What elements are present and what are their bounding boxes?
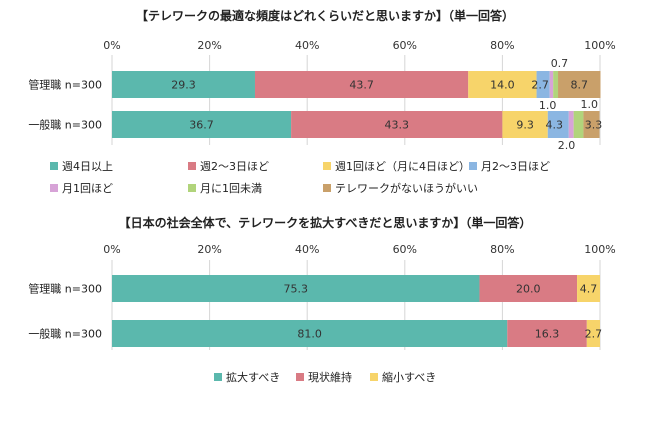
category-label: 一般職 n=300 bbox=[28, 119, 102, 132]
bar-segment bbox=[549, 71, 554, 98]
bar-segment bbox=[573, 111, 584, 138]
data-label: 3.3 bbox=[585, 119, 603, 132]
legend-swatch bbox=[296, 373, 304, 381]
bar-segment bbox=[479, 275, 578, 302]
x-tick-label: 80% bbox=[490, 243, 514, 256]
x-tick-label: 60% bbox=[393, 39, 417, 52]
x-tick-label: 80% bbox=[490, 39, 514, 52]
category-label: 一般職 n=300 bbox=[28, 328, 102, 341]
bar-segment bbox=[112, 320, 508, 347]
bar-segment bbox=[502, 111, 548, 138]
data-label: 16.3 bbox=[535, 328, 560, 341]
category-label: 管理職 n=300 bbox=[28, 282, 102, 296]
legend-label: 月1回ほど bbox=[62, 182, 113, 195]
data-label: 14.0 bbox=[490, 79, 515, 92]
legend-swatch bbox=[370, 373, 378, 381]
bar-segment bbox=[577, 275, 600, 302]
legend-swatch bbox=[214, 373, 222, 381]
bar-segment bbox=[553, 71, 559, 98]
data-label: 43.7 bbox=[349, 79, 374, 92]
bar-segment bbox=[507, 320, 587, 347]
data-label: 4.7 bbox=[580, 283, 598, 296]
legend-swatch bbox=[469, 162, 477, 170]
x-tick-label: 60% bbox=[393, 243, 417, 256]
bar-segment bbox=[112, 275, 480, 302]
legend-swatch bbox=[188, 184, 196, 192]
x-tick-label: 20% bbox=[197, 243, 221, 256]
legend-swatch bbox=[50, 184, 58, 192]
legend-label: 月に1回未満 bbox=[200, 182, 262, 195]
data-label: 36.7 bbox=[189, 119, 214, 132]
legend-label: 週2～3日ほど bbox=[200, 160, 269, 173]
legend-swatch bbox=[323, 162, 331, 170]
legend-label: 月2～3日ほど bbox=[481, 160, 550, 173]
data-label: 81.0 bbox=[297, 328, 322, 341]
legend-label: 週1回ほど（月に4日ほど） bbox=[335, 160, 470, 173]
data-label: 29.3 bbox=[171, 79, 196, 92]
data-label: 9.3 bbox=[516, 119, 534, 132]
data-label: 20.0 bbox=[516, 283, 541, 296]
x-tick-label: 40% bbox=[295, 39, 319, 52]
x-tick-label: 100% bbox=[584, 243, 615, 256]
data-label: 8.7 bbox=[571, 79, 589, 92]
chart-title: 【日本の社会全体で、テレワークを拡大すべきだと思いますか】（単一回答） bbox=[119, 215, 532, 230]
x-tick-label: 100% bbox=[584, 39, 615, 52]
x-tick-label: 0% bbox=[103, 39, 120, 52]
bar-segment bbox=[112, 111, 292, 138]
chart-title: 【テレワークの最適な頻度はどれくらいだと思いますか】（単一回答） bbox=[136, 8, 514, 23]
data-label: 43.3 bbox=[384, 119, 409, 132]
x-tick-label: 20% bbox=[197, 39, 221, 52]
data-label: 75.3 bbox=[283, 283, 308, 296]
data-label: 2.0 bbox=[558, 139, 576, 152]
bar-segment bbox=[468, 71, 537, 98]
bar-segment bbox=[112, 71, 255, 98]
bar-segment bbox=[558, 71, 601, 98]
data-label: 2.7 bbox=[585, 328, 603, 341]
data-label: 0.7 bbox=[551, 57, 569, 70]
legend-label: 拡大すべき bbox=[226, 370, 280, 384]
bar-segment bbox=[547, 111, 569, 138]
x-tick-label: 40% bbox=[295, 243, 319, 256]
data-label: 1.0 bbox=[539, 99, 557, 112]
data-label: 4.3 bbox=[546, 119, 564, 132]
legend-swatch bbox=[50, 162, 58, 170]
category-label: 管理職 n=300 bbox=[28, 78, 102, 92]
legend-label: 縮小すべき bbox=[382, 370, 436, 384]
bar-segment bbox=[586, 320, 600, 347]
legend-label: 週4日以上 bbox=[62, 160, 113, 173]
legend-swatch bbox=[323, 184, 331, 192]
bar-segment bbox=[291, 111, 503, 138]
legend-swatch bbox=[188, 162, 196, 170]
bar-segment bbox=[254, 71, 469, 98]
legend-label: 現状維持 bbox=[308, 370, 352, 384]
bar-segment bbox=[536, 71, 550, 98]
legend-label: テレワークがないほうがいい bbox=[335, 181, 478, 195]
bar-segment bbox=[568, 111, 574, 138]
x-tick-label: 0% bbox=[103, 243, 120, 256]
data-label: 2.7 bbox=[531, 79, 549, 92]
bar-segment bbox=[583, 111, 600, 138]
data-label: 1.0 bbox=[580, 98, 598, 111]
